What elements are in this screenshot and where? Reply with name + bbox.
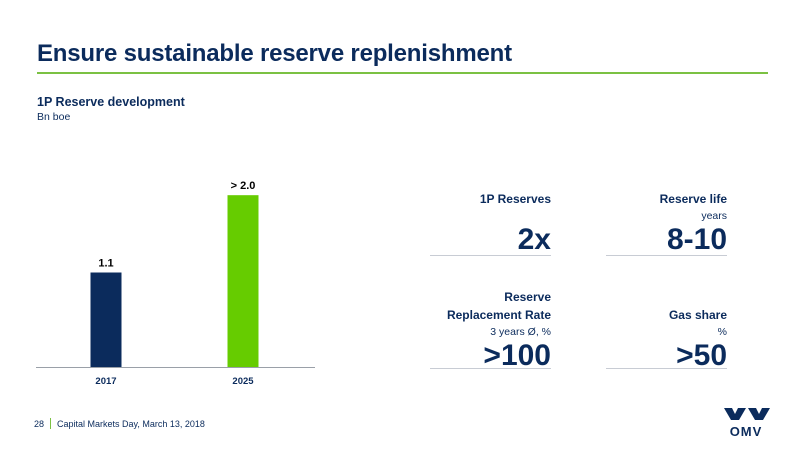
page-number: 28 (34, 418, 45, 429)
kpi-sub: years (701, 210, 727, 222)
kpi-sub: 3 years Ø, % (490, 326, 551, 338)
kpi-divider (606, 255, 727, 256)
kpi-gas-share: Gas share % >50 (606, 306, 727, 372)
footer-separator (50, 418, 52, 429)
omv-logo: OMV (724, 408, 770, 439)
footer-text: Capital Markets Day, March 13, 2018 (57, 418, 205, 429)
data-label: > 2.0 (231, 180, 256, 192)
chart-unit: Bn boe (37, 111, 71, 123)
kpi-1p-reserves: 1P Reserves 2x (430, 190, 551, 256)
kpi-label: 1P Reserves (479, 192, 551, 206)
kpi-reserve-life: Reserve life years 8-10 (606, 190, 727, 256)
x-tick-label: 2017 (95, 376, 116, 387)
bar-2025 (227, 195, 259, 367)
kpi-value: 2x (517, 223, 551, 256)
kpi-value: 8-10 (666, 223, 727, 256)
bar-2017 (90, 272, 122, 367)
kpi-value: >50 (676, 339, 727, 372)
data-label: 1.1 (98, 258, 113, 270)
page-title: Ensure sustainable reserve replenishment (37, 40, 512, 67)
chart-title: 1P Reserve development (37, 95, 185, 109)
footer: 28 Capital Markets Day, March 13, 2018 (34, 418, 205, 429)
kpi-label: Reserve Replacement Rate (446, 290, 551, 322)
kpi-label: Reserve life (659, 192, 727, 206)
kpi-label: Gas share (668, 308, 727, 322)
x-tick-label: 2025 (232, 376, 254, 387)
kpi-divider (430, 368, 551, 369)
kpi-sub (430, 208, 551, 224)
kpi-value: >100 (483, 339, 551, 372)
kpi-reserve-replacement-rate: Reserve Replacement Rate 3 years Ø, % >1… (406, 288, 551, 372)
logo-text: OMV (730, 424, 763, 439)
title-divider (37, 72, 768, 74)
kpi-divider (430, 255, 551, 256)
kpi-sub: % (717, 326, 727, 338)
kpi-divider (606, 368, 727, 369)
